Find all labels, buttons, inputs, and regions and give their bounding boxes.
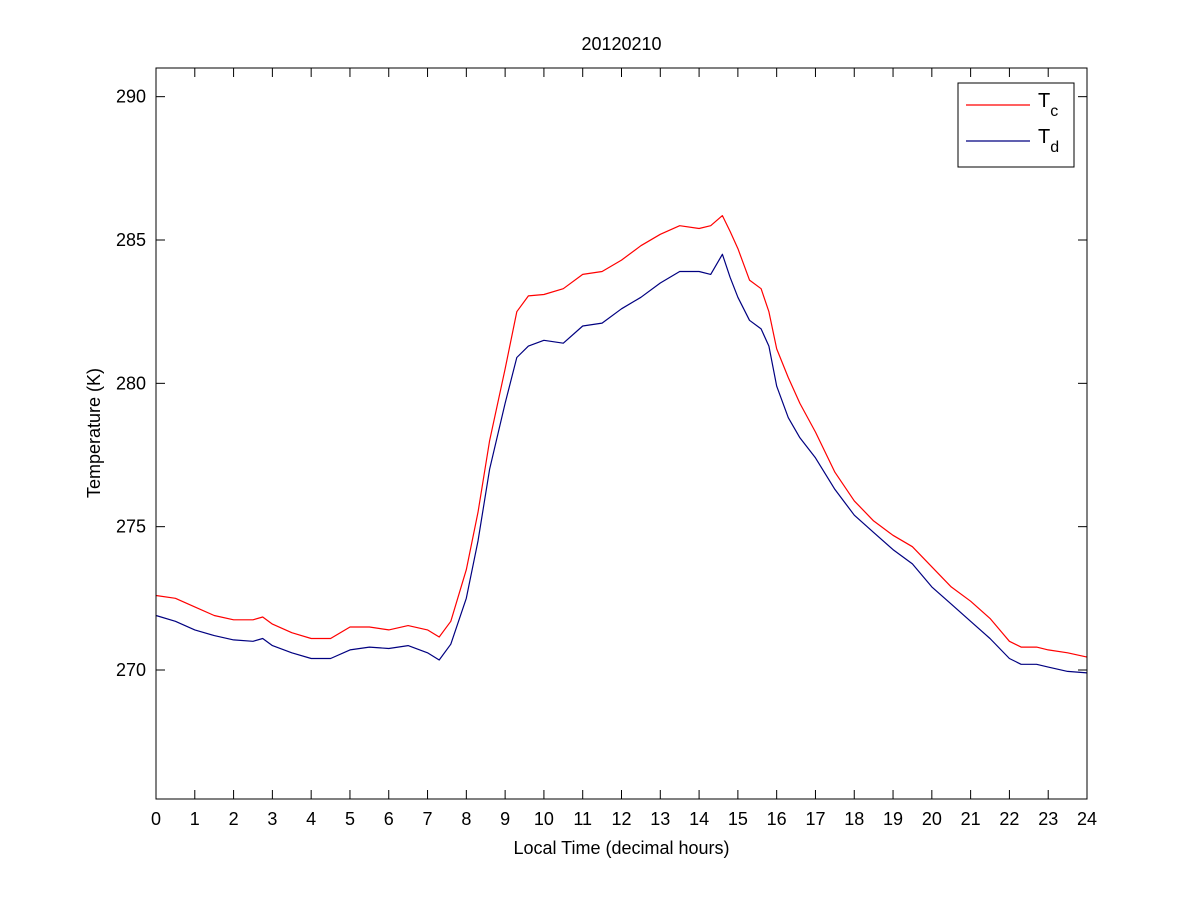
x-tick-label: 18 <box>844 809 864 829</box>
series-line-t-c <box>155 215 1088 658</box>
x-tick-label: 11 <box>573 809 592 829</box>
legend-entry-subscript: c <box>1050 103 1058 120</box>
y-tick-label: 280 <box>116 373 146 393</box>
chart-title: 20120210 <box>581 34 661 54</box>
legend-box <box>957 82 1075 168</box>
x-tick-label: 2 <box>229 809 239 829</box>
x-tick-label: 16 <box>767 809 787 829</box>
x-tick-label: 3 <box>267 809 277 829</box>
x-tick-label: 1 <box>190 809 200 829</box>
x-tick-label: 15 <box>728 809 748 829</box>
x-tick-label: 9 <box>500 809 510 829</box>
x-tick-label: 20 <box>922 809 942 829</box>
x-tick-label: 10 <box>534 809 554 829</box>
x-tick-label: 7 <box>423 809 433 829</box>
ticks-layer: 0 1 2 3 4 5 6 7 8 9 10 11 12 13 14 15 16 17 18 19 20 21 22 23 24… <box>116 68 1097 829</box>
x-tick-label: 23 <box>1038 809 1058 829</box>
series-layer <box>155 215 1088 674</box>
y-tick-label: 270 <box>116 660 146 680</box>
x-tick-label: 17 <box>805 809 825 829</box>
x-tick-label: 12 <box>611 809 631 829</box>
x-tick-label: 5 <box>345 809 355 829</box>
series-line-t-d <box>155 253 1088 674</box>
x-tick-label: 14 <box>689 809 709 829</box>
x-tick-label: 4 <box>306 809 316 829</box>
x-tick-label: 13 <box>650 809 670 829</box>
x-tick-label: 8 <box>461 809 471 829</box>
y-tick-label: 275 <box>116 517 146 537</box>
plot-area <box>156 68 1087 799</box>
x-tick-label: 0 <box>151 809 161 829</box>
x-tick-label: 24 <box>1077 809 1097 829</box>
x-tick-label: 22 <box>999 809 1019 829</box>
x-axis-label: Local Time (decimal hours) <box>513 838 729 858</box>
x-tick-label: 19 <box>883 809 903 829</box>
legend-entry-subscript: d <box>1050 139 1059 156</box>
y-tick-label: 285 <box>116 230 146 250</box>
y-axis-label: Temperature (K) <box>84 368 104 498</box>
plot-frame <box>155 67 1088 800</box>
x-tick-label: 21 <box>961 809 981 829</box>
y-tick-label: 290 <box>116 87 146 107</box>
x-tick-label: 6 <box>384 809 394 829</box>
